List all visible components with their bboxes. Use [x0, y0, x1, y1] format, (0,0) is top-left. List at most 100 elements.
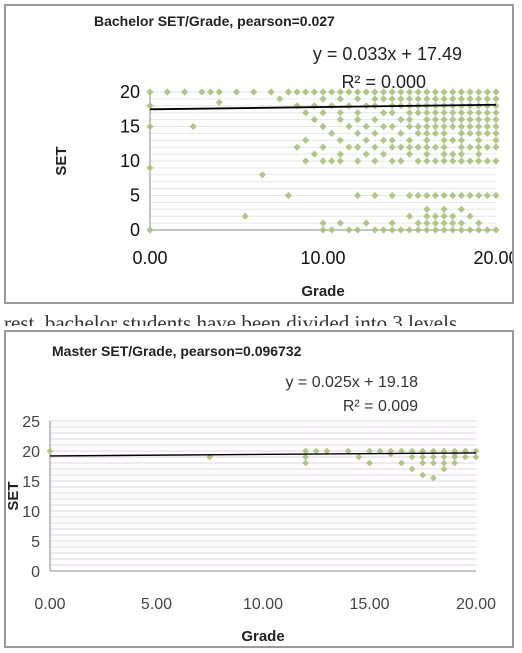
y-tick-label: 5	[31, 534, 40, 551]
data-point	[379, 226, 388, 234]
data-point	[414, 219, 422, 227]
data-point	[449, 122, 457, 131]
data-point	[328, 102, 336, 110]
y-tick-label: 20	[120, 82, 140, 102]
data-point	[371, 226, 379, 234]
data-point	[379, 109, 388, 117]
data-point	[163, 88, 171, 96]
data-point	[466, 129, 474, 137]
data-point	[388, 143, 396, 151]
data-point	[461, 453, 469, 461]
data-point	[431, 226, 440, 234]
data-point	[146, 88, 154, 96]
data-point	[397, 157, 405, 165]
data-point	[362, 122, 370, 131]
data-point	[293, 102, 301, 110]
data-point	[397, 226, 405, 234]
data-point	[457, 129, 465, 137]
data-point	[451, 459, 459, 467]
data-point	[293, 88, 301, 96]
chart-title: Bachelor SET/Grade, pearson=0.027	[94, 13, 335, 29]
data-point	[423, 226, 431, 234]
y-axis-label: SET	[6, 481, 22, 510]
r-squared-label: R² = 0.009	[343, 398, 418, 415]
data-point	[46, 447, 54, 455]
data-point	[440, 212, 448, 220]
data-point	[449, 191, 457, 200]
data-point	[206, 88, 215, 96]
data-point	[440, 459, 448, 467]
data-point	[319, 109, 327, 117]
data-point	[419, 447, 427, 455]
data-point	[319, 157, 327, 165]
data-point	[398, 459, 405, 467]
data-point	[354, 191, 362, 200]
data-point	[475, 150, 483, 158]
data-point	[492, 95, 500, 103]
data-point	[440, 157, 448, 165]
data-point	[440, 95, 448, 103]
data-point	[492, 116, 500, 124]
data-point	[336, 219, 344, 227]
data-point	[466, 157, 474, 165]
data-point	[492, 129, 500, 137]
data-point	[336, 95, 344, 103]
data-point	[430, 453, 437, 461]
data-point	[336, 109, 344, 117]
data-point	[250, 88, 258, 96]
data-point	[457, 88, 465, 96]
data-point	[146, 164, 154, 172]
data-point	[276, 95, 284, 103]
y-axis-label: SET	[53, 146, 70, 175]
data-point	[198, 88, 206, 96]
data-point	[323, 447, 331, 455]
data-point	[431, 95, 440, 103]
data-point	[379, 88, 388, 96]
data-point	[466, 212, 474, 220]
data-point	[449, 212, 457, 220]
data-point	[431, 212, 440, 220]
data-point	[483, 129, 491, 137]
data-point	[302, 447, 309, 455]
data-point	[414, 88, 422, 96]
data-point	[388, 109, 396, 117]
data-point	[475, 129, 483, 137]
data-point	[430, 474, 437, 482]
data-point	[376, 447, 384, 455]
data-point	[319, 95, 327, 103]
data-point	[302, 136, 310, 144]
data-point	[492, 122, 500, 131]
data-point	[328, 157, 336, 165]
data-point	[423, 191, 431, 200]
y-tick-label: 10	[22, 504, 40, 521]
data-point	[440, 122, 448, 131]
data-point	[423, 205, 431, 213]
master-scatter-chart: 0 5 10 15 20 25 0.00 5.00 10.00 15.00 20.00 Master …	[6, 343, 496, 645]
data-point	[431, 88, 440, 96]
data-point	[302, 459, 309, 467]
data-point	[449, 226, 457, 234]
data-point	[419, 471, 427, 479]
y-tick-label: 5	[130, 186, 140, 206]
data-point	[449, 116, 457, 124]
data-point	[466, 191, 474, 200]
data-point	[431, 157, 440, 165]
data-point	[336, 150, 344, 158]
data-point	[181, 88, 189, 96]
data-point	[284, 191, 292, 200]
trendline-equation: y = 0.033x + 17.49	[313, 44, 462, 64]
data-point	[457, 95, 465, 103]
data-point	[483, 191, 491, 200]
data-point	[492, 143, 500, 151]
data-point	[457, 157, 465, 165]
data-point	[449, 109, 457, 117]
data-point	[483, 109, 491, 117]
data-point	[492, 109, 500, 117]
data-point	[449, 150, 457, 158]
data-point	[336, 116, 344, 124]
data-point	[466, 95, 474, 103]
data-point	[397, 116, 405, 124]
data-point	[440, 143, 448, 151]
data-point	[397, 95, 405, 103]
data-point	[466, 143, 474, 151]
